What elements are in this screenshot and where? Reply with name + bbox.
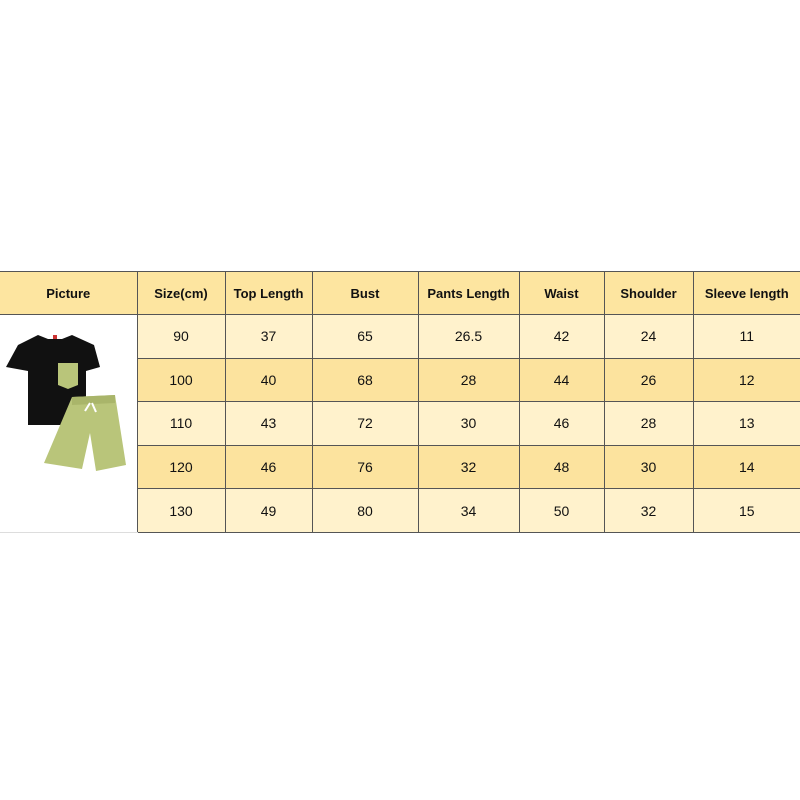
cell-shoulder: 24 [603,314,694,359]
cell-top-length: 37 [224,314,313,359]
cell-waist: 44 [518,357,605,403]
cell-bust: 65 [311,314,419,359]
cell-pants-length: 26.5 [417,314,520,359]
header-top-length: Top Length [224,271,313,315]
cell-waist: 50 [518,488,605,533]
cell-sleeve-length: 12 [692,357,800,403]
table-row: 120 46 76 32 48 30 14 [0,444,800,490]
header-bust: Bust [311,271,419,315]
header-sleeve-length: Sleeve length [692,271,800,315]
header-shoulder: Shoulder [603,271,694,315]
product-image [0,314,138,533]
table-row: 110 43 72 30 46 28 13 [0,401,800,446]
cell-pants-length: 28 [417,357,520,403]
cell-pants-length: 34 [417,488,520,533]
cell-bust: 80 [311,488,419,533]
cell-waist: 48 [518,444,605,490]
cell-size: 120 [136,444,226,490]
cell-sleeve-length: 11 [692,314,800,359]
table-row: 100 40 68 28 44 26 12 [0,357,800,403]
cell-bust: 68 [311,357,419,403]
cell-shoulder: 28 [603,401,694,446]
table-row: 90 37 65 26.5 42 24 11 [0,314,800,533]
header-row: Picture Size(cm) Top Length Bust Pants L… [0,271,800,315]
cell-sleeve-length: 13 [692,401,800,446]
size-chart-table: Picture Size(cm) Top Length Bust Pants L… [0,271,800,533]
cell-top-length: 46 [224,444,313,490]
cell-waist: 46 [518,401,605,446]
cell-waist: 42 [518,314,605,359]
cell-top-length: 49 [224,488,313,533]
header-picture: Picture [0,271,138,315]
cell-sleeve-length: 15 [692,488,800,533]
cell-size: 110 [136,401,226,446]
cell-shoulder: 30 [603,444,694,490]
cell-bust: 76 [311,444,419,490]
cell-size: 100 [136,357,226,403]
cell-top-length: 43 [224,401,313,446]
cell-bust: 72 [311,401,419,446]
cell-pants-length: 30 [417,401,520,446]
cell-top-length: 40 [224,357,313,403]
cell-size: 90 [136,314,226,359]
cell-sleeve-length: 14 [692,444,800,490]
cell-shoulder: 26 [603,357,694,403]
cell-shoulder: 32 [603,488,694,533]
cell-pants-length: 32 [417,444,520,490]
cell-size: 130 [136,488,226,533]
header-waist: Waist [518,271,605,315]
table-row: 130 49 80 34 50 32 15 [0,488,800,533]
outfit-icon [6,335,126,471]
header-size: Size(cm) [136,271,226,315]
header-pants-length: Pants Length [417,271,520,315]
